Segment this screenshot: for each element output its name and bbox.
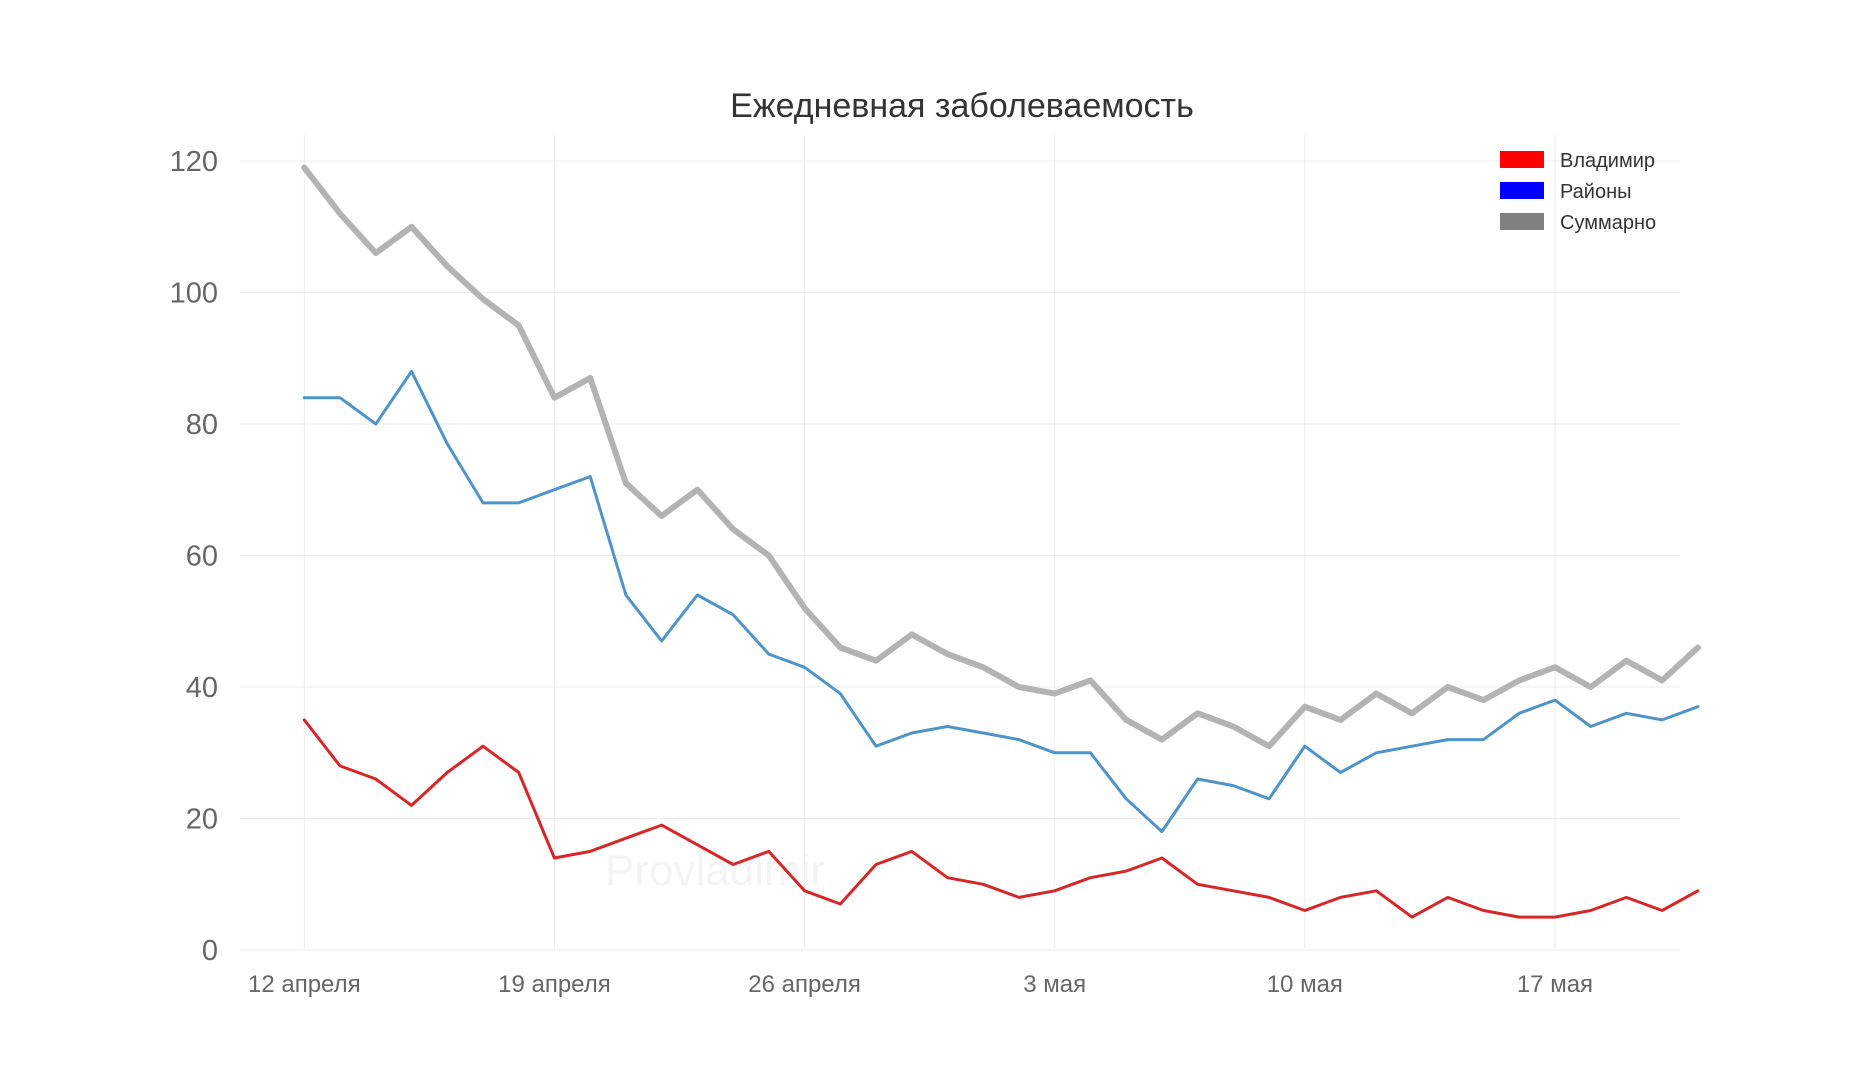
series-line-districts: [302, 369, 1700, 834]
y-tick-label: 40: [186, 672, 218, 704]
y-tick-label: 20: [186, 804, 218, 836]
legend-swatch-districts: [1500, 182, 1544, 199]
x-tick-label: 12 апреля: [248, 971, 361, 998]
legend-label-total: Суммарно: [1560, 212, 1656, 234]
y-tick-label: 100: [170, 278, 218, 310]
x-tick-label: 10 мая: [1267, 971, 1343, 998]
series-line-total: [301, 164, 1701, 750]
x-tick-label: 19 апреля: [498, 971, 611, 998]
y-tick-label: 60: [186, 541, 218, 573]
x-tick-label: 3 мая: [1023, 971, 1086, 998]
x-tick-label: 17 мая: [1517, 971, 1593, 998]
y-tick-label: 80: [186, 409, 218, 441]
chart-title: Ежедневная заболеваемость: [730, 87, 1194, 125]
legend-swatch-total: [1500, 213, 1544, 230]
y-tick-label: 120: [170, 146, 218, 178]
y-tick-label: 0: [202, 935, 218, 967]
legend-label-districts: Районы: [1560, 181, 1632, 203]
legend-swatch-vladimir: [1500, 151, 1544, 168]
series-line-vladimir: [302, 718, 1700, 919]
x-tick-label: 26 апреля: [748, 971, 861, 998]
legend-label-vladimir: Владимир: [1560, 150, 1655, 172]
